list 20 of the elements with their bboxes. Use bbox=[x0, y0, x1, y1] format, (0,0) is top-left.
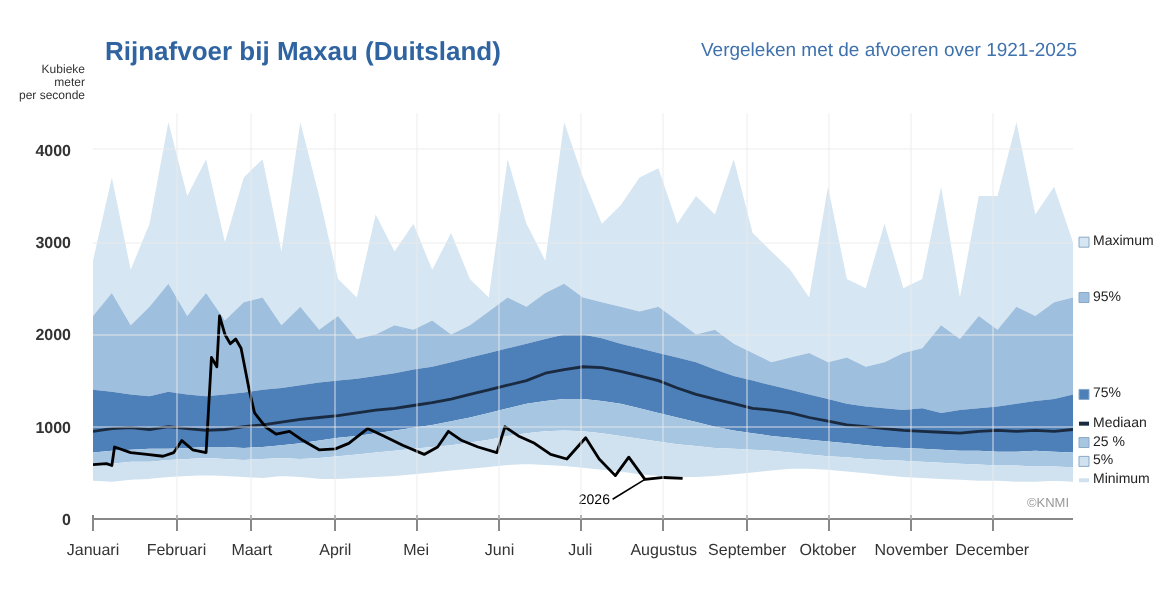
y-tick-label: 2000 bbox=[35, 326, 73, 345]
x-tick-label: Oktober bbox=[799, 541, 858, 559]
chart-title: Rijnafvoer bij Maxau (Duitsland) bbox=[105, 36, 501, 66]
y-tick-label: 3000 bbox=[35, 234, 73, 253]
x-tick-label: Maart bbox=[231, 541, 274, 559]
x-tick-label: Februari bbox=[146, 541, 207, 559]
y-tick-label: 0 bbox=[62, 511, 73, 529]
x-tick-label: Augustus bbox=[630, 541, 698, 559]
x-tick-label: Mei bbox=[403, 541, 430, 559]
x-tick-label: Juni bbox=[484, 541, 515, 559]
x-tick-label: Juli bbox=[568, 541, 593, 559]
chart-subtitle: Vergeleken met de afvoeren over 1921-2025 bbox=[700, 40, 1078, 62]
y-tick-label: 1000 bbox=[35, 418, 73, 437]
x-tick-label: December bbox=[955, 541, 1030, 559]
x-tick-label: April bbox=[319, 541, 352, 559]
line-series bbox=[93, 365, 1073, 435]
x-tick-label: September bbox=[708, 541, 788, 559]
y-tick-label: 4000 bbox=[35, 141, 73, 160]
x-tick-label: Januari bbox=[66, 541, 120, 559]
x-tick-label: November bbox=[874, 541, 950, 559]
